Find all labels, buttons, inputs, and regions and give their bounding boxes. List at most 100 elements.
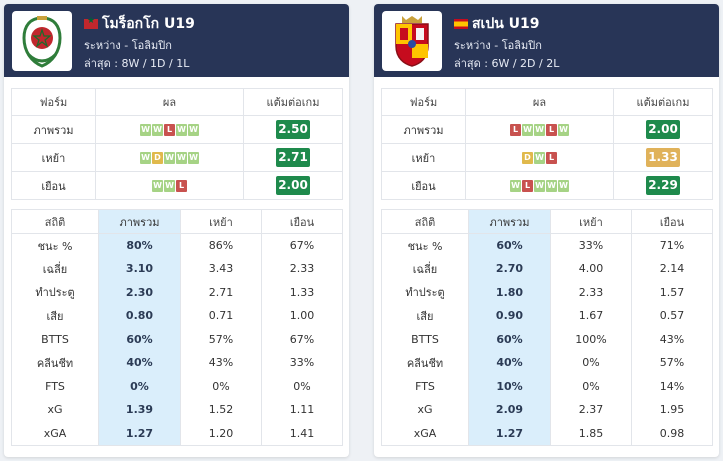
stat-home: 1.67 [550, 304, 632, 328]
stat-label: เฉลี่ย [381, 257, 469, 281]
stat-home: 0% [550, 374, 632, 398]
result-badge[interactable]: L [510, 124, 521, 136]
stat-away: 2.14 [631, 257, 713, 281]
result-badge[interactable]: D [152, 152, 163, 164]
stat-overall: 1.27 [98, 421, 181, 445]
result-badge[interactable]: W [558, 180, 569, 192]
stat-overall: 10% [468, 374, 551, 398]
result-badge[interactable]: W [140, 152, 151, 164]
result-badge[interactable]: D [522, 152, 533, 164]
stat-row: xG 1.39 1.52 1.11 [11, 398, 343, 422]
overall-header[interactable]: ภาพรวม [468, 209, 551, 234]
result-badge[interactable]: W [164, 180, 175, 192]
result-badge[interactable]: L [522, 180, 533, 192]
result-badge[interactable]: W [510, 180, 521, 192]
result-badge[interactable]: W [152, 124, 163, 136]
home-header[interactable]: เหย้า [550, 209, 632, 234]
stat-row: ทำประตู 1.80 2.33 1.57 [381, 280, 713, 304]
result-badge[interactable]: W [534, 124, 545, 136]
result-badge[interactable]: L [546, 152, 557, 164]
result-badge[interactable]: W [164, 152, 175, 164]
stat-overall: 60% [98, 327, 181, 351]
team-name[interactable]: สเปน U19 [472, 16, 540, 32]
form-header: ฟอร์ม [381, 88, 466, 116]
stat-label: ชนะ % [381, 233, 469, 257]
stat-away: 0% [261, 374, 343, 398]
team-card-spain: สเปน U19 ระหว่าง - โอลิมปิก ล่าสุด : 6W … [374, 4, 719, 457]
result-badge[interactable]: W [176, 124, 187, 136]
stat-overall: 80% [98, 233, 181, 257]
stat-home: 0% [180, 374, 262, 398]
result-badge[interactable]: W [534, 180, 545, 192]
stat-row: ทำประตู 2.30 2.71 1.33 [11, 280, 343, 304]
stat-home: 2.37 [550, 398, 632, 422]
stat-home: 3.43 [180, 257, 262, 281]
result-badge[interactable]: W [188, 124, 199, 136]
stat-row: เสีย 0.80 0.71 1.00 [11, 304, 343, 328]
stat-home: 0.71 [180, 304, 262, 328]
result-header: ผล [95, 88, 244, 116]
form-label: เยือน [381, 171, 466, 200]
stat-row: เสีย 0.90 1.67 0.57 [381, 304, 713, 328]
team-logo[interactable] [382, 11, 442, 71]
stat-away: 67% [261, 233, 343, 257]
stat-label: BTTS [381, 327, 469, 351]
team-name[interactable]: โมร็อกโก U19 [102, 16, 195, 32]
result-badge[interactable]: L [164, 124, 175, 136]
team-logo[interactable] [12, 11, 72, 71]
away-header[interactable]: เยือน [631, 209, 713, 234]
stat-label: xGA [381, 421, 469, 445]
away-header[interactable]: เยือน [261, 209, 343, 234]
result-badge[interactable]: L [546, 124, 557, 136]
result-badge[interactable]: W [522, 124, 533, 136]
stat-home: 1.52 [180, 398, 262, 422]
overall-header[interactable]: ภาพรวม [98, 209, 181, 234]
stat-overall: 1.80 [468, 280, 551, 304]
stat-home: 100% [550, 327, 632, 351]
stat-label: เฉลี่ย [11, 257, 99, 281]
stat-away: 2.33 [261, 257, 343, 281]
home-header[interactable]: เหย้า [180, 209, 262, 234]
stat-row: คลีนชีท 40% 43% 33% [11, 351, 343, 375]
result-badge[interactable]: W [534, 152, 545, 164]
stat-home: 1.20 [180, 421, 262, 445]
result-badge[interactable]: W [546, 180, 557, 192]
stat-label: xGA [11, 421, 99, 445]
stat-away: 1.95 [631, 398, 713, 422]
stat-away: 1.57 [631, 280, 713, 304]
stat-home: 1.85 [550, 421, 632, 445]
result-badge[interactable]: L [176, 180, 187, 192]
result-badge[interactable]: W [188, 152, 199, 164]
result-badge[interactable]: W [152, 180, 163, 192]
result-badge[interactable]: W [176, 152, 187, 164]
stat-header: สถิติ [11, 209, 99, 234]
ppg-badge: 2.71 [276, 148, 310, 167]
stat-label: เสีย [11, 304, 99, 328]
form-label: ภาพรวม [11, 115, 96, 144]
result-header: ผล [465, 88, 614, 116]
recent-record: ล่าสุด : 8W / 1D / 1L [84, 57, 190, 70]
stat-label: คลีนชีท [381, 351, 469, 375]
stat-overall: 2.30 [98, 280, 181, 304]
stat-overall: 60% [468, 327, 551, 351]
result-badge[interactable]: W [140, 124, 151, 136]
stat-row: ชนะ % 80% 86% 67% [11, 233, 343, 257]
stat-row: xGA 1.27 1.85 0.98 [381, 421, 713, 445]
stat-home: 2.33 [550, 280, 632, 304]
stat-label: เสีย [381, 304, 469, 328]
ppg-badge: 2.50 [276, 120, 310, 139]
stat-label: ทำประตู [11, 280, 99, 304]
spain-flag-icon [454, 19, 468, 29]
stat-away: 1.33 [261, 280, 343, 304]
stat-label: FTS [11, 374, 99, 398]
result-badge[interactable]: W [558, 124, 569, 136]
